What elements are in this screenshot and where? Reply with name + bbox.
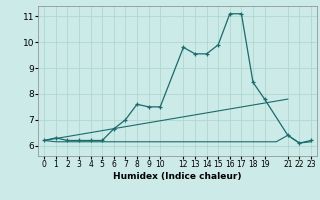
X-axis label: Humidex (Indice chaleur): Humidex (Indice chaleur) xyxy=(113,172,242,181)
